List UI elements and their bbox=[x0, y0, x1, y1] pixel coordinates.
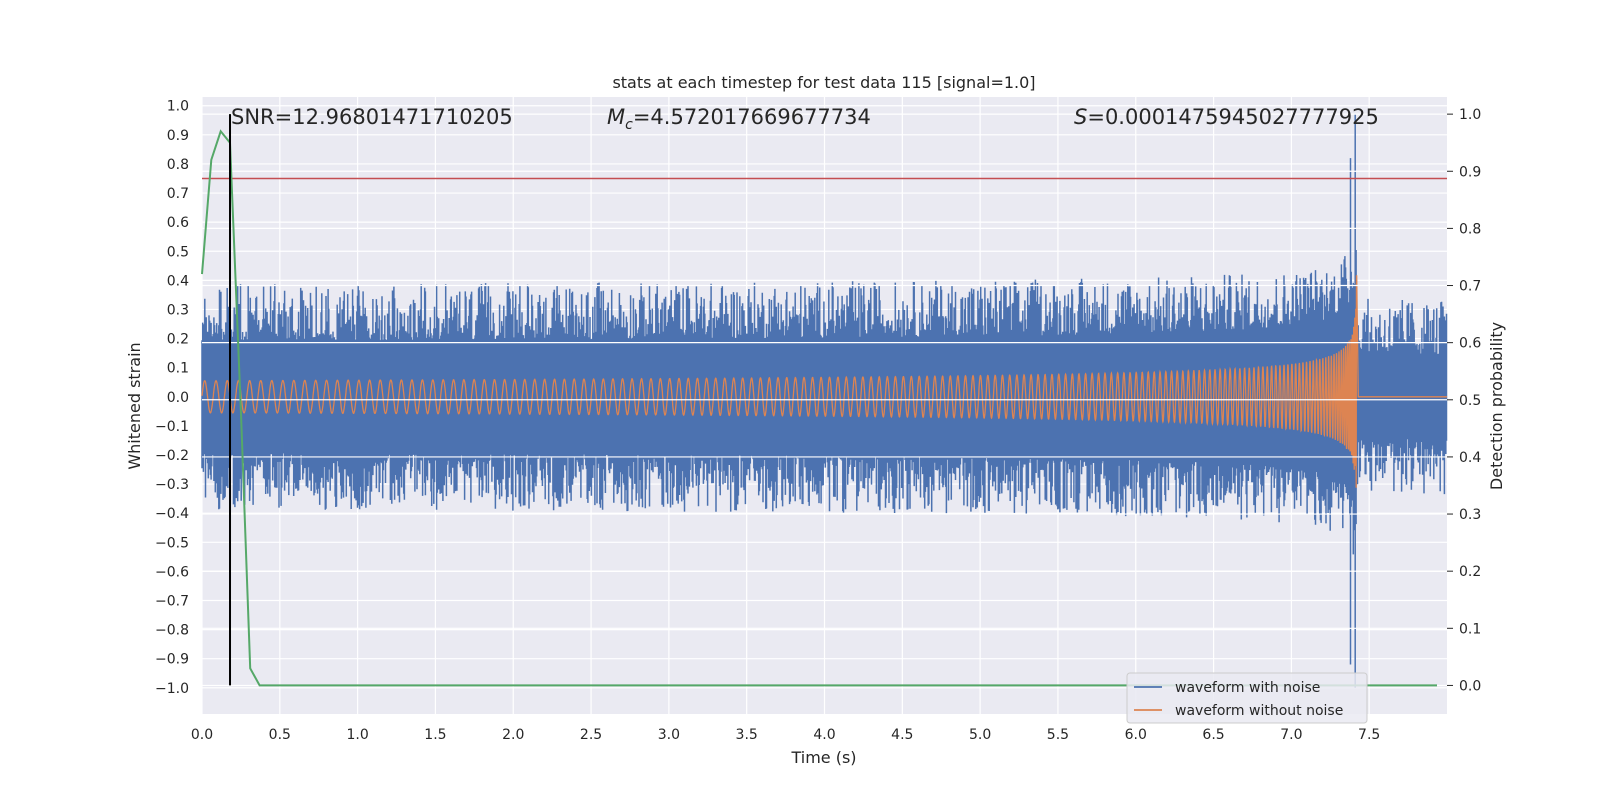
x-tick-label: 6.0 bbox=[1125, 727, 1147, 743]
y-left-tick-label: 0.8 bbox=[167, 157, 189, 173]
axis-ticks: 0.0 0.5 1.0 1.5 2.0 2.5 3.0 3.5 4.0 4.5 5.0 5.5 6.0 6… bbox=[155, 99, 1481, 743]
legend-label-clean: waveform without noise bbox=[1175, 703, 1343, 719]
chart-title: stats at each timestep for test data 115… bbox=[612, 73, 1035, 92]
y-left-tick-label: 0.6 bbox=[167, 215, 189, 231]
y-left-tick-label: −0.9 bbox=[155, 652, 189, 668]
x-tick-label: 4.0 bbox=[813, 727, 835, 743]
y-left-tick-label: −0.3 bbox=[155, 477, 189, 493]
x-tick-label: 4.5 bbox=[891, 727, 913, 743]
y-right-tick-label: 0.4 bbox=[1459, 450, 1481, 466]
y-left-tick-label: −0.8 bbox=[155, 623, 189, 639]
y-right-tick-label: 0.7 bbox=[1459, 279, 1481, 295]
x-tick-label: 0.0 bbox=[191, 727, 213, 743]
y-left-tick-label: −0.5 bbox=[155, 535, 189, 551]
y-left-tick-label: 0.4 bbox=[167, 273, 189, 289]
y-left-tick-label: −1.0 bbox=[155, 681, 189, 697]
y-left-tick-label: 0.1 bbox=[167, 361, 189, 377]
x-tick-label: 2.5 bbox=[580, 727, 602, 743]
x-tick-label: 1.0 bbox=[346, 727, 368, 743]
y-left-tick-label: −0.2 bbox=[155, 448, 189, 464]
y-right-tick-label: 0.2 bbox=[1459, 564, 1481, 580]
x-tick-label: 0.5 bbox=[269, 727, 291, 743]
y-right-tick-label: 0.3 bbox=[1459, 507, 1481, 523]
x-tick-label: 7.5 bbox=[1358, 727, 1380, 743]
s-value: =0.0001475945027777925 bbox=[1087, 105, 1379, 129]
x-axis-label: Time (s) bbox=[790, 748, 856, 767]
x-tick-label: 7.0 bbox=[1280, 727, 1302, 743]
y-right-tick-label: 0.0 bbox=[1459, 678, 1481, 694]
legend-label-noise: waveform with noise bbox=[1175, 680, 1320, 696]
chirp-mass-symbol: M bbox=[607, 105, 625, 129]
snr-annotation: SNR=12.96801471710205 bbox=[231, 105, 513, 129]
y-left-tick-label: −0.1 bbox=[155, 419, 189, 435]
y-left-tick-label: 0.9 bbox=[167, 128, 189, 144]
y-right-tick-label: 0.8 bbox=[1459, 221, 1481, 237]
y-left-tick-label: 0.5 bbox=[167, 244, 189, 260]
y-left-tick-label: 0.0 bbox=[167, 390, 189, 406]
chirp-mass-annotation: Mc=4.572017669677734 bbox=[607, 105, 871, 133]
y-left-tick-label: 0.7 bbox=[167, 186, 189, 202]
x-tick-label: 2.0 bbox=[502, 727, 524, 743]
x-tick-label: 6.5 bbox=[1202, 727, 1224, 743]
y-left-tick-label: −0.4 bbox=[155, 506, 189, 522]
x-tick-label: 1.5 bbox=[424, 727, 446, 743]
chirp-mass-value: =4.572017669677734 bbox=[633, 105, 871, 129]
y-right-tick-label: 0.1 bbox=[1459, 621, 1481, 637]
legend: waveform with noise waveform without noi… bbox=[1126, 672, 1368, 724]
x-tick-label: 5.0 bbox=[969, 727, 991, 743]
y-right-tick-label: 0.9 bbox=[1459, 164, 1481, 180]
x-tick-label: 5.5 bbox=[1047, 727, 1069, 743]
y-left-tick-label: −0.6 bbox=[155, 564, 189, 580]
x-tick-label: 3.0 bbox=[658, 727, 680, 743]
y-axis-label-right: Detection probability bbox=[1487, 322, 1506, 490]
series-waveform-without-noise bbox=[201, 275, 1447, 488]
y-left-tick-label: −0.7 bbox=[155, 593, 189, 609]
y-left-tick-label: 0.3 bbox=[167, 302, 189, 318]
chirp-mass-subscript: c bbox=[625, 117, 633, 133]
legend-box bbox=[1126, 672, 1368, 724]
y-right-tick-label: 0.5 bbox=[1459, 393, 1481, 409]
y-left-tick-label: 0.2 bbox=[167, 332, 189, 348]
y-right-tick-label: 0.6 bbox=[1459, 336, 1481, 352]
s-symbol: S bbox=[1074, 105, 1087, 129]
y-left-tick-label: 1.0 bbox=[167, 99, 189, 115]
y-axis-label-left: Whitened strain bbox=[125, 342, 144, 469]
x-tick-label: 3.5 bbox=[736, 727, 758, 743]
s-annotation: S=0.0001475945027777925 bbox=[1074, 105, 1379, 129]
y-right-tick-label: 1.0 bbox=[1459, 107, 1481, 123]
